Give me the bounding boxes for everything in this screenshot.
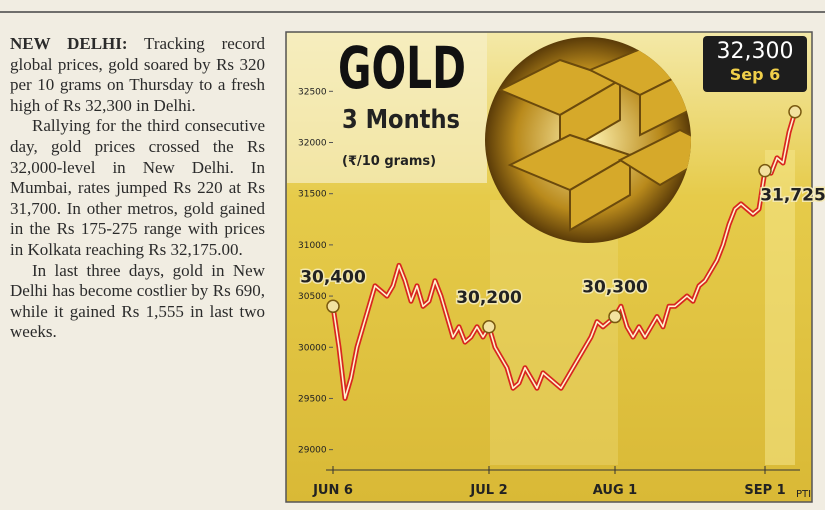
point bbox=[758, 163, 772, 178]
article: NEW DELHI: Tracking record global prices… bbox=[10, 34, 265, 343]
y-tick-label: 30500 bbox=[298, 292, 327, 302]
paragraph-text: Tracking record global prices, gold soar… bbox=[10, 34, 265, 115]
title-panel bbox=[287, 33, 487, 183]
point bbox=[788, 105, 802, 119]
point bbox=[608, 309, 622, 324]
value-label: 30,400 bbox=[300, 267, 366, 287]
band bbox=[765, 150, 795, 465]
last-date: Sep 6 bbox=[730, 65, 781, 84]
line-inner bbox=[332, 111, 796, 400]
value-label: 31,725 bbox=[760, 186, 825, 206]
x-tick-label: JUN 6 bbox=[312, 483, 353, 498]
unit-label: (₹/10 grams) bbox=[342, 154, 436, 169]
value-label: 30,300 bbox=[582, 278, 648, 298]
x-tick-label: JUL 2 bbox=[469, 483, 507, 498]
y-tick-label: 32500 bbox=[298, 87, 327, 97]
paragraph-text: Rallying for the third consecutive day, … bbox=[10, 116, 265, 259]
x-tick-label: AUG 1 bbox=[593, 483, 637, 498]
y-tick-label: 29000 bbox=[298, 446, 327, 456]
y-tick-label: 30000 bbox=[298, 343, 327, 353]
value-label: 32,300 bbox=[717, 39, 794, 64]
value-label: 30,200 bbox=[456, 288, 522, 308]
source: PTI bbox=[796, 489, 811, 500]
dateline: NEW DELHI: bbox=[10, 34, 128, 53]
y-tick-label: 32000 bbox=[298, 139, 327, 149]
last-value-box bbox=[703, 36, 807, 92]
point bbox=[482, 320, 496, 334]
chart-subtitle: 3 Months bbox=[342, 105, 460, 135]
paragraph: In last three days, gold in New Delhi ha… bbox=[10, 261, 265, 343]
paragraph-text: In last three days, gold in New Delhi ha… bbox=[10, 260, 265, 342]
x-tick-label: SEP 1 bbox=[744, 483, 785, 498]
band bbox=[490, 200, 618, 465]
y-tick-label: 31000 bbox=[298, 241, 327, 251]
paragraph: Rallying for the third consecutive day, … bbox=[10, 116, 265, 260]
y-tick-label: 31500 bbox=[298, 190, 327, 200]
chart-title: GOLD bbox=[338, 34, 466, 102]
paragraph: NEW DELHI: Tracking record global prices… bbox=[10, 34, 265, 116]
point bbox=[326, 299, 340, 314]
y-tick-label: 29500 bbox=[298, 394, 327, 404]
